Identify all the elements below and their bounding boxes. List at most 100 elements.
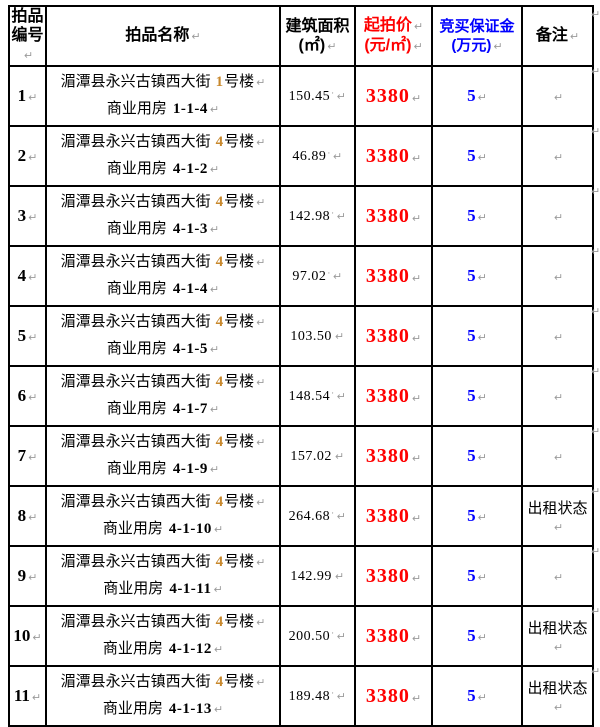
return-mark: ↵ [209,403,220,416]
building-number: 4 [215,494,224,510]
deposit-value: 5 [467,326,476,345]
lot-name-prefix: 湄潭县永兴古镇西大街 [60,493,211,510]
row-end-mark: ↵ [591,425,600,438]
header-lot-name: 拍品名称 ↵ [45,5,281,67]
unit-number: 4-1-5 [172,341,208,357]
header-deposit-line1: 竞买保证金 [439,17,515,35]
return-mark: ↵ [327,39,337,53]
header-lot-name-text: 拍品名称 [125,27,190,44]
start-price-value: 3380 [365,624,410,647]
area-cell: 189.48· ↵ [279,665,356,727]
return-mark: ↵ [256,136,266,149]
lot-name-line2: 商业用房 4-1-4 ↵ [48,276,278,303]
unit-label: 商业用房 [106,220,167,237]
lot-name-cell: 湄潭县永兴古镇西大街 4号楼 ↵ 商业用房 4-1-3 ↵ [45,185,281,247]
lot-name-line1: 湄潭县永兴古镇西大街 4号楼 ↵ [48,489,278,516]
return-mark: ↵ [336,209,347,223]
area-value: 150.45 [288,88,331,104]
header-deposit-line2: (万元) ↵ [434,36,520,56]
area-cell: 103.50 ↵ [279,305,356,367]
deposit-cell: 5 ↵ [431,65,523,127]
return-mark: ↵ [28,151,38,164]
lot-number-cell: 6 ↵ [8,365,47,427]
return-mark: ↵ [332,149,343,163]
return-mark: ↵ [553,450,564,464]
header-area: 建筑面积 (㎡) ↵ [279,5,356,67]
lot-name-cell: 湄潭县永兴古镇西大街 4号楼 ↵ 商业用房 4-1-12 ↵ [45,605,281,667]
table-row: 4 ↵ 湄潭县永兴古镇西大街 4号楼 ↵ 商业用房 4-1-4 ↵ 97.02· ↵ 338… [8,245,594,307]
lot-name-line2: 商业用房 1-1-4 ↵ [48,96,278,123]
header-start-price: 起拍价 ↵ (元/㎡) ↵ [354,5,433,67]
area-value: 103.50 [290,328,332,344]
area-cell: 264.68· ↵ [279,485,356,547]
lot-name-line2: 商业用房 4-1-11 ↵ [48,576,278,603]
remark-cell: 出租状态 ↵ [521,665,594,727]
deposit-value: 5 [467,566,476,585]
unit-label: 商业用房 [102,520,163,537]
table-row: 2 ↵ 湄潭县永兴古镇西大街 4号楼 ↵ 商业用房 4-1-2 ↵ 46.89· ↵ 338… [8,125,594,187]
remark-text: 出租状态 [527,500,588,517]
lot-name-prefix: 湄潭县永兴古镇西大街 [60,133,211,150]
return-mark: ↵ [553,90,564,104]
return-mark: ↵ [553,210,564,224]
remark-cell: ↵ [521,305,594,367]
table-row: 9 ↵ 湄潭县永兴古镇西大街 4号楼 ↵ 商业用房 4-1-11 ↵ 142.99 ↵ 33… [8,545,594,607]
return-mark: ↵ [411,511,422,525]
header-remark-text: 备注 [535,27,568,44]
area-value: 264.68 [288,508,331,524]
lot-number: 5 [17,326,27,345]
space-mark: · [331,687,335,698]
deposit-cell: 5 ↵ [431,185,523,247]
building-suffix: 号楼 [224,613,255,630]
remark-cell: ↵ [521,125,594,187]
table-header: 拍品 编号↵ 拍品名称 ↵ 建筑面积 (㎡) ↵ 起拍价 ↵ (元/㎡) ↵ 竞买保证金… [8,5,594,67]
unit-label: 商业用房 [106,340,167,357]
unit-label: 商业用房 [103,580,164,597]
building-suffix: 号楼 [224,673,255,690]
lot-name-cell: 湄潭县永兴古镇西大街 4号楼 ↵ 商业用房 4-1-13 ↵ [45,665,281,727]
unit-number: 4-1-10 [168,521,212,537]
lot-number: 6 [17,386,27,405]
unit-number: 4-1-4 [172,281,208,297]
lot-name-cell: 湄潭县永兴古镇西大街 4号楼 ↵ 商业用房 4-1-5 ↵ [45,305,281,367]
row-end-mark: ↵ [591,245,600,258]
header-deposit-unit: (万元) [451,36,492,54]
lot-name-cell: 湄潭县永兴古镇西大街 4号楼 ↵ 商业用房 4-1-11 ↵ [45,545,281,607]
auction-lot-table: 拍品 编号↵ 拍品名称 ↵ 建筑面积 (㎡) ↵ 起拍价 ↵ (元/㎡) ↵ 竞买保证金… [8,5,594,727]
space-mark: · [331,507,335,518]
return-mark: ↵ [336,689,347,703]
remark-text: 出租状态 [527,620,588,637]
start-price-cell: 3380 ↵ [354,545,433,607]
return-mark: ↵ [477,271,487,284]
return-mark: ↵ [553,150,564,164]
deposit-value: 5 [467,686,476,705]
building-number: 4 [215,134,224,150]
return-mark: ↵ [411,331,422,345]
unit-number: 4-1-3 [172,221,208,237]
lot-name-line2: 商业用房 4-1-13 ↵ [48,696,278,723]
return-mark: ↵ [411,571,422,585]
start-price-cell: 3380 ↵ [354,425,433,487]
return-mark: ↵ [209,103,220,116]
unit-number: 4-1-12 [168,641,212,657]
lot-name-prefix: 湄潭县永兴古镇西大街 [60,253,211,270]
lot-name-cell: 湄潭县永兴古镇西大街 4号楼 ↵ 商业用房 4-1-7 ↵ [45,365,281,427]
return-mark: ↵ [213,643,224,656]
lot-number-cell: 10 ↵ [8,605,47,667]
deposit-cell: 5 ↵ [431,485,523,547]
building-suffix: 号楼 [224,373,255,390]
remark-cell: 出租状态 ↵ [521,605,594,667]
deposit-cell: 5 ↵ [431,245,523,307]
return-mark: ↵ [209,223,220,236]
return-mark: ↵ [213,703,224,716]
lot-name-line2: 商业用房 4-1-12 ↵ [48,636,278,663]
building-number: 1 [215,74,224,90]
header-lot-number: 拍品 编号 ↵ [8,5,47,67]
return-mark: ↵ [553,330,564,344]
table-row: 6 ↵ 湄潭县永兴古镇西大街 4号楼 ↵ 商业用房 4-1-7 ↵ 148.54· ↵ 33… [8,365,594,427]
return-mark: ↵ [256,496,266,509]
return-mark: ↵ [209,463,220,476]
lot-name-line1: 湄潭县永兴古镇西大街 4号楼 ↵ [48,129,278,156]
return-mark: ↵ [256,76,266,89]
